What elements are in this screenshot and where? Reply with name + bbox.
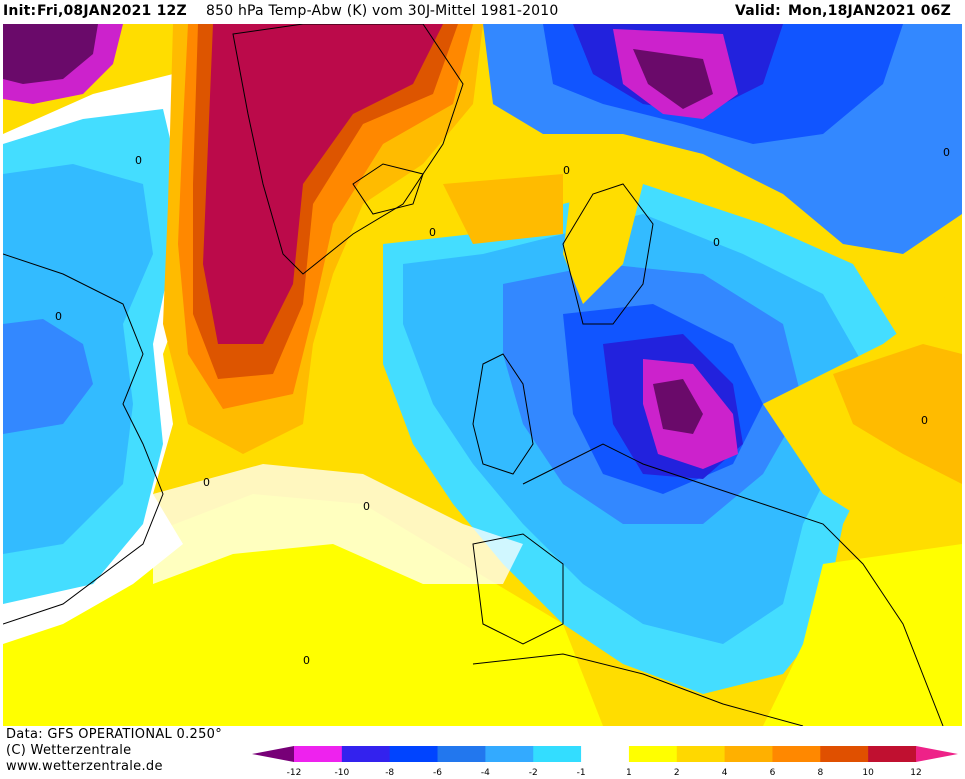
contour-label: 0 bbox=[563, 164, 570, 177]
legend-swatch bbox=[772, 746, 821, 762]
legend-tick-label: 10 bbox=[862, 768, 874, 778]
field-southeast-yellow bbox=[763, 544, 962, 726]
legend-tick-label: -4 bbox=[481, 768, 490, 778]
coast-greenland bbox=[232, 24, 464, 275]
contour-label: 0 bbox=[303, 654, 310, 667]
coast-europe bbox=[522, 443, 944, 726]
legend-tick-label: 4 bbox=[722, 768, 728, 778]
coast-north-america bbox=[3, 253, 164, 625]
anomaly-field bbox=[3, 24, 962, 726]
init-time: Fri,08JAN2021 12Z bbox=[37, 3, 187, 19]
legend-swatch bbox=[868, 746, 917, 762]
contour-label: 0 bbox=[203, 476, 210, 489]
legend-swatch bbox=[389, 746, 439, 762]
legend-swatch bbox=[628, 746, 678, 762]
contour-label: 0 bbox=[921, 414, 928, 427]
coast-iberia bbox=[472, 533, 564, 645]
legend-tick-label: -10 bbox=[334, 768, 349, 778]
coast-british-isles bbox=[472, 353, 534, 475]
contour-label: 0 bbox=[55, 310, 62, 323]
legend-swatch bbox=[820, 746, 869, 762]
map-header: Init: Fri,08JAN2021 12Z 850 hPa Temp-Abw… bbox=[0, 0, 965, 24]
legend-swatch bbox=[294, 746, 343, 762]
temperature-anomaly-map: 0 0 0 0 0 0 0 0 0 0 bbox=[3, 24, 962, 726]
legend-swatch bbox=[676, 746, 726, 762]
color-legend: -12 -10 -8 -6 -4 -2 -1 1 2 4 6 8 10 12 bbox=[252, 746, 958, 778]
field-midatlantic-white bbox=[153, 464, 523, 584]
field-norway-orange bbox=[443, 174, 563, 244]
legend-tick-label: 12 bbox=[910, 768, 921, 778]
legend-arrow-high bbox=[916, 746, 958, 762]
legend-tick-label: -2 bbox=[529, 768, 538, 778]
coastlines bbox=[3, 24, 944, 726]
legend-tick-label: 2 bbox=[674, 768, 680, 778]
legend-tick-label: 6 bbox=[770, 768, 776, 778]
contour-label: 0 bbox=[713, 236, 720, 249]
legend-swatch bbox=[485, 746, 534, 762]
contour-label: 0 bbox=[943, 146, 950, 159]
field-scandinavia-warm bbox=[563, 174, 643, 304]
legend-arrow-low bbox=[252, 746, 294, 762]
legend-tick-label: 8 bbox=[817, 768, 823, 778]
footer-copyright: (C) Wetterzentrale bbox=[6, 743, 132, 758]
product-title: 850 hPa Temp-Abw (K) vom 30J-Mittel 1981… bbox=[206, 3, 559, 19]
coast-iceland bbox=[352, 163, 424, 215]
legend-tick-label: -1 bbox=[577, 768, 586, 778]
coast-africa bbox=[472, 653, 804, 726]
legend-tick-label: -6 bbox=[433, 768, 442, 778]
valid-label: Valid: bbox=[735, 3, 781, 19]
field-nw-purple bbox=[3, 24, 98, 84]
contour-label: 0 bbox=[429, 226, 436, 239]
contour-label: 0 bbox=[363, 500, 370, 513]
field-west-midblue bbox=[3, 319, 93, 434]
init-label: Init: bbox=[3, 3, 37, 19]
coast-scandinavia bbox=[562, 183, 654, 325]
field-arctic-purple bbox=[633, 49, 713, 109]
legend-tick-label: -12 bbox=[287, 768, 302, 778]
legend-swatches bbox=[252, 746, 958, 762]
field-east-orange bbox=[833, 344, 962, 484]
field-europe-purple bbox=[653, 379, 703, 434]
legend-swatch bbox=[724, 746, 773, 762]
legend-swatch bbox=[581, 746, 630, 762]
footer-website: www.wetterzentrale.de bbox=[6, 759, 163, 774]
legend-tick-label: -8 bbox=[385, 768, 394, 778]
legend-swatch bbox=[533, 746, 582, 762]
footer-data-source: Data: GFS OPERATIONAL 0.250° bbox=[6, 727, 223, 742]
legend-tick-labels: -12 -10 -8 -6 -4 -2 -1 1 2 4 6 8 10 12 bbox=[287, 768, 922, 778]
field-greenland-crimson bbox=[203, 24, 443, 344]
valid-time: Mon,18JAN2021 06Z bbox=[788, 3, 951, 19]
legend-tick-label: 1 bbox=[626, 768, 632, 778]
legend-swatch bbox=[437, 746, 486, 762]
contour-labels: 0 0 0 0 0 0 0 0 0 0 bbox=[55, 146, 950, 667]
legend-swatch bbox=[341, 746, 391, 762]
contour-label: 0 bbox=[135, 154, 142, 167]
